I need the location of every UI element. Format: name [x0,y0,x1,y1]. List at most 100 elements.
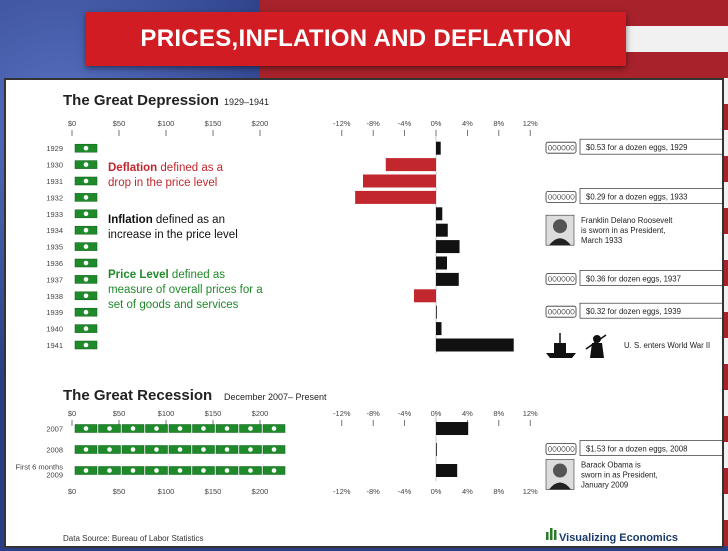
recession-header: The Great Recession December 2007– Prese… [63,387,327,404]
egg-icon [552,309,557,315]
dollar-seal [83,211,89,217]
year-label: 1936 [46,259,63,268]
egg-icon [547,446,552,452]
portrait-body [549,238,571,246]
money-axis-tick-label: $0 [68,409,76,418]
change-axis-tick-label: -8% [367,487,381,496]
year-label: 1931 [46,177,63,186]
price-change-bar [362,174,436,188]
year-label: 2009 [46,471,63,480]
depression-title: The Great Depression [63,92,219,109]
dollar-seal [83,195,89,200]
infographic-card: The Great Depression 1929–1941 The Great… [6,80,727,546]
dollar-seal [154,447,159,452]
egg-icon [552,194,557,200]
egg-carton-icon [545,141,577,154]
annotation-text: is sworn in as President, [581,226,666,235]
dollar-bills-strip [145,445,168,454]
dollar-bills-strip [98,424,121,433]
year-label: First 6 months [15,463,63,472]
egg-icon [547,194,552,200]
change-axis-tick-label: 0% [431,119,442,128]
depression-subtitle: 1929–1941 [224,97,269,107]
dollar-bills-strip [74,466,98,475]
money-axis-tick-label: $50 [113,487,126,496]
dollar-bill-icon [74,242,98,251]
price-change-bar [414,289,436,303]
definition-price-level-line2: measure of overall prices for a [108,284,263,296]
dollar-bill-icon [74,324,98,333]
dollar-bills-strip [121,424,145,433]
egg-icon [561,309,566,315]
egg-icon [565,276,570,282]
egg-icon [565,194,570,200]
dollar-bills-strip [74,445,98,454]
price-change-bar [436,443,437,456]
dollar-bills-strip [239,466,262,475]
year-label: 1939 [46,308,63,317]
dollar-bills-strip [239,424,262,433]
egg-icon [547,144,552,151]
portrait-body [549,482,571,490]
dollar-bill-icon [74,209,98,219]
dollar-bills-strip [262,466,286,475]
change-axis-tick-label: -4% [398,119,412,128]
annotation-text: sworn in as President, [581,471,658,480]
battleship-tower [554,343,566,353]
price-change-bar [436,272,459,286]
change-axis-tick-label: -8% [367,119,381,128]
year-label: 1934 [46,226,63,235]
change-axis-tick-label: 4% [462,119,473,128]
annotation-text: January 2009 [581,481,628,490]
money-axis-tick-label: $200 [252,409,269,418]
soldier-head [593,335,601,343]
definition-deflation-line2: drop in the price level [108,177,217,189]
dollar-seal [177,426,183,431]
definition-price-level: Price Level defined as [108,269,225,281]
dollar-bills-strip [215,424,239,433]
egg-icon [565,144,570,151]
dollar-bills-strip [262,424,286,433]
annotation-text: $1.53 for a dozen eggs, 2008 [586,445,687,454]
dollar-seal [201,426,206,431]
annotation-text: March 1933 [581,236,622,245]
dollar-bills-strip [215,445,239,454]
battleship-soldier-icon [546,333,607,358]
recession-title: The Great Recession [63,387,212,404]
year-label: 1933 [46,210,63,219]
change-axis-tick-label: -4% [398,409,412,418]
price-change-bar [355,190,436,204]
egg-icon [547,276,552,282]
dollar-seal [83,260,89,266]
dollar-bills-strip [121,445,145,454]
egg-icon [547,309,552,315]
dollar-bill-icon [74,307,98,317]
dollar-bill-icon [74,176,98,186]
money-axis-tick-label: $100 [158,487,175,496]
dollar-bills-strip [121,466,145,475]
dollar-seal [201,468,206,473]
egg-icon [570,276,575,282]
egg-icon [552,144,557,151]
dollar-bill-icon [74,258,98,268]
egg-icon [561,446,566,452]
year-label: 1935 [46,243,63,252]
dollar-bills-strip [262,445,286,454]
price-change-bar [436,422,469,435]
dollar-bills-strip [192,445,215,454]
definition-inflation: Inflation defined as an [108,214,225,226]
money-axis-tick-label: $150 [205,409,222,418]
price-change-bar [436,464,458,477]
money-axis-tick-label: $150 [205,119,222,128]
dollar-seal [83,162,89,167]
egg-icon [556,309,561,315]
year-label: 1940 [46,325,63,334]
slide-title-banner: PRICES,INFLATION AND DEFLATION [86,12,626,66]
money-axis-tick-label: $50 [113,119,126,128]
change-axis-tick-label: 12% [523,487,538,496]
egg-icon [561,144,566,151]
dollar-seal [83,326,89,331]
dollar-seal [130,447,136,452]
dollar-seal [248,447,253,452]
dollar-seal [201,447,206,452]
